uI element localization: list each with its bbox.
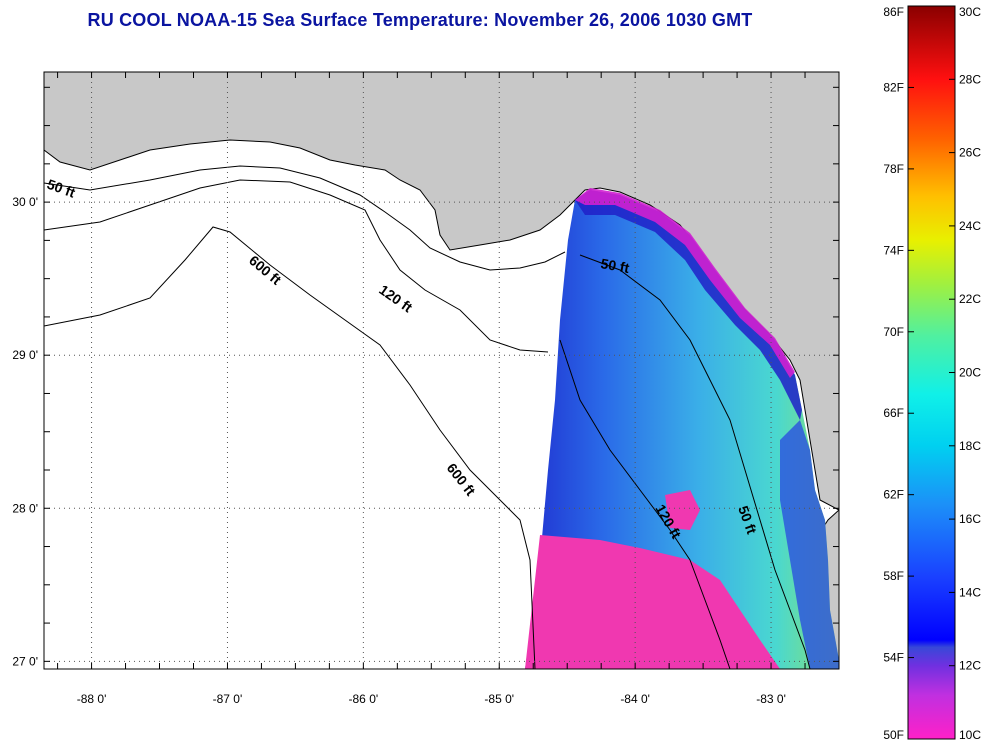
lat-tick-label: 30 0' xyxy=(12,195,38,209)
tick-marks xyxy=(44,72,840,669)
colorbar-celsius-label: 16C xyxy=(959,512,981,526)
colorbar-fahrenheit-label: 58F xyxy=(883,569,904,583)
colorbar-fahrenheit-label: 74F xyxy=(883,243,904,257)
sst-cold-coastal-band-south xyxy=(780,420,839,669)
colorbar-celsius-label: 26C xyxy=(959,146,981,160)
colorbar-celsius-label: 18C xyxy=(959,439,981,453)
lat-tick-label: 29 0' xyxy=(12,348,38,362)
colorbar-celsius-label: 20C xyxy=(959,366,981,380)
lon-tick-label: -87 0' xyxy=(213,692,243,706)
colorbar-ticks xyxy=(908,5,955,740)
lon-tick-label: -83 0' xyxy=(756,692,786,706)
contour-label: 50 ft xyxy=(599,255,630,276)
latitude-tick-labels: 30 0' 29 0' 28 0' 27 0' xyxy=(12,195,38,668)
colorbar-fahrenheit-label: 50F xyxy=(883,728,904,742)
colorbar-celsius-label: 10C xyxy=(959,728,981,742)
contour-120ft xyxy=(44,179,549,353)
colorbar-celsius-label: 28C xyxy=(959,72,981,86)
contour-50ft-east xyxy=(579,254,811,669)
contour-600ft xyxy=(44,226,536,669)
longitude-tick-labels: -88 0' -87 0' -86 0' -85 0' -84 0' -83 0' xyxy=(77,692,786,706)
colorbar-fahrenheit-label: 86F xyxy=(883,5,904,19)
lon-tick-label: -88 0' xyxy=(77,692,107,706)
colorbar-fahrenheit-label: 70F xyxy=(883,325,904,339)
colorbar-celsius-label: 12C xyxy=(959,659,981,673)
colorbar-fahrenheit-label: 62F xyxy=(883,488,904,502)
contour-50ft-west xyxy=(44,165,566,271)
colorbar-fahrenheit-label: 66F xyxy=(883,406,904,420)
lon-tick-label: -85 0' xyxy=(484,692,514,706)
colorbar-celsius-label: 24C xyxy=(959,219,981,233)
colorbar-fahrenheit-label: 54F xyxy=(883,651,904,665)
lat-tick-label: 27 0' xyxy=(12,654,38,668)
plot-frame xyxy=(43,71,840,670)
colorbar-fahrenheit-label: 78F xyxy=(883,162,904,176)
lon-tick-label: -84 0' xyxy=(620,692,650,706)
contour-120ft-east xyxy=(559,339,731,669)
sst-magenta-patch-2 xyxy=(665,490,700,530)
chart-title: RU COOL NOAA-15 Sea Surface Temperature:… xyxy=(87,10,753,30)
lat-tick-label: 28 0' xyxy=(12,501,38,515)
colorbar-celsius-label: 14C xyxy=(959,585,981,599)
colorbar-fahrenheit-label: 82F xyxy=(883,80,904,94)
colorbar-celsius-label: 30C xyxy=(959,5,981,19)
colorbar-gradient xyxy=(907,5,956,740)
sst-magenta-patch xyxy=(525,535,780,669)
colorbar-celsius-labels: 30C 28C 26C 24C 22C 20C 18C 16C 14C 12C 10C xyxy=(959,5,981,742)
lon-tick-label: -86 0' xyxy=(349,692,379,706)
colorbar-celsius-label: 22C xyxy=(959,292,981,306)
colorbar-fahrenheit-labels: 86F 82F 78F 74F 70F 66F 62F 58F 54F 50F xyxy=(883,5,904,742)
